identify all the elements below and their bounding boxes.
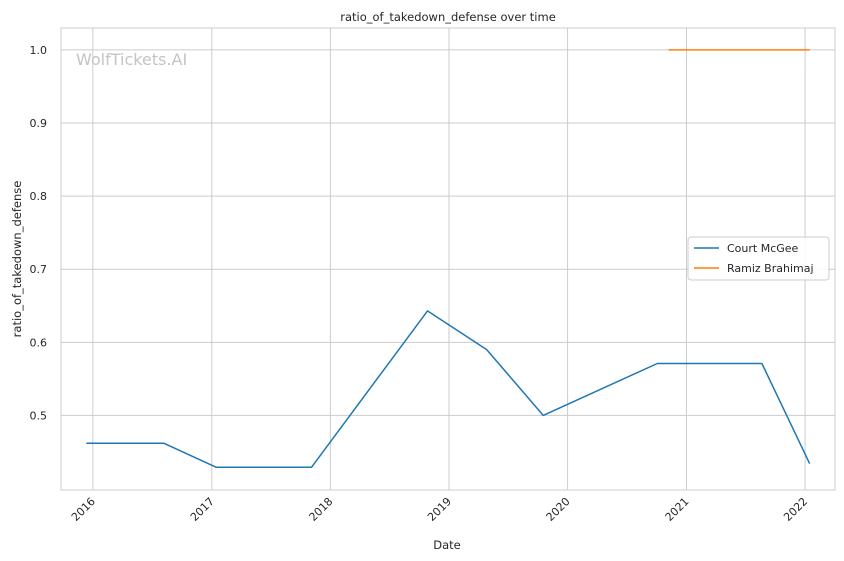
- x-tick-label: 2020: [544, 495, 573, 524]
- y-tick-label: 0.8: [30, 190, 48, 203]
- y-axis-label: ratio_of_takedown_defense: [10, 181, 24, 338]
- plot-frame: [60, 27, 836, 491]
- x-tick-label: 2022: [781, 495, 810, 524]
- legend-label-court-mcgee: Court McGee: [727, 242, 799, 255]
- y-tick-labels: 0.5 0.6 0.7 0.8 0.9 1.0: [30, 44, 48, 423]
- x-tick-label: 2018: [307, 495, 336, 524]
- x-axis-label: Date: [433, 538, 461, 552]
- watermark: WolfTickets.AI: [76, 50, 187, 69]
- y-tick-label: 0.9: [30, 117, 48, 130]
- x-gridlines: [92, 28, 806, 490]
- y-tick-label: 0.7: [30, 263, 48, 276]
- chart-title: ratio_of_takedown_defense over time: [340, 10, 556, 24]
- legend-box: [687, 236, 830, 281]
- x-tick-label: 2017: [188, 495, 217, 524]
- x-tick-label: 2019: [425, 495, 454, 524]
- x-tick-label: 2016: [69, 495, 98, 524]
- x-tick-labels: 2016 2017 2018 2019 2020 2021 2022: [69, 495, 810, 524]
- legend-label-ramiz-brahimaj: Ramiz Brahimaj: [727, 262, 814, 275]
- legend: Court McGee Ramiz Brahimaj: [687, 236, 830, 281]
- series-layer: [86, 49, 811, 469]
- y-tick-label: 1.0: [30, 44, 48, 57]
- y-tick-label: 0.5: [30, 409, 48, 422]
- x-tick-label: 2021: [663, 495, 692, 524]
- series-line-court-mcgee: [86, 310, 811, 469]
- y-tick-label: 0.6: [30, 336, 48, 349]
